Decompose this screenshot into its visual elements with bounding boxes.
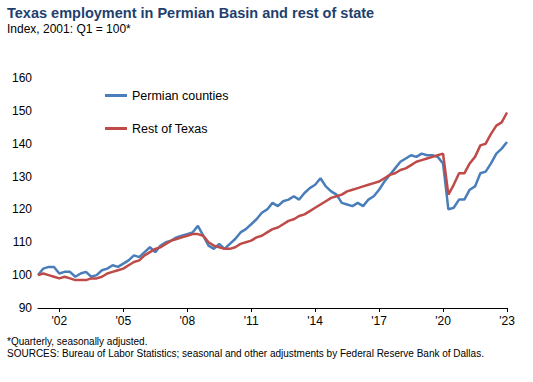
svg-text:140: 140 bbox=[12, 137, 32, 151]
svg-text:'11: '11 bbox=[244, 314, 259, 328]
svg-text:'05: '05 bbox=[115, 314, 131, 328]
svg-text:'08: '08 bbox=[179, 314, 195, 328]
svg-text:'20: '20 bbox=[435, 314, 451, 328]
svg-text:'02: '02 bbox=[51, 314, 67, 328]
svg-text:90: 90 bbox=[19, 301, 33, 315]
svg-text:*Quarterly, seasonally adjuste: *Quarterly, seasonally adjusted. bbox=[7, 336, 147, 347]
svg-text:160: 160 bbox=[12, 71, 32, 85]
svg-text:110: 110 bbox=[13, 235, 32, 249]
svg-text:Index, 2001: Q1 = 100*: Index, 2001: Q1 = 100* bbox=[7, 22, 131, 36]
svg-text:'14: '14 bbox=[307, 314, 323, 328]
svg-text:Texas employment in Permian Ba: Texas employment in Permian Basin and re… bbox=[7, 5, 374, 21]
svg-text:120: 120 bbox=[12, 202, 32, 216]
svg-text:150: 150 bbox=[12, 104, 32, 118]
svg-text:Permian counties: Permian counties bbox=[132, 89, 229, 103]
svg-text:'23: '23 bbox=[499, 314, 515, 328]
svg-text:100: 100 bbox=[12, 268, 32, 282]
svg-text:130: 130 bbox=[12, 170, 32, 184]
svg-text:'17: '17 bbox=[371, 314, 387, 328]
svg-text:Rest of Texas: Rest of Texas bbox=[132, 122, 208, 136]
svg-text:SOURCES: Bureau of Labor Stati: SOURCES: Bureau of Labor Statistics; sea… bbox=[7, 348, 484, 359]
